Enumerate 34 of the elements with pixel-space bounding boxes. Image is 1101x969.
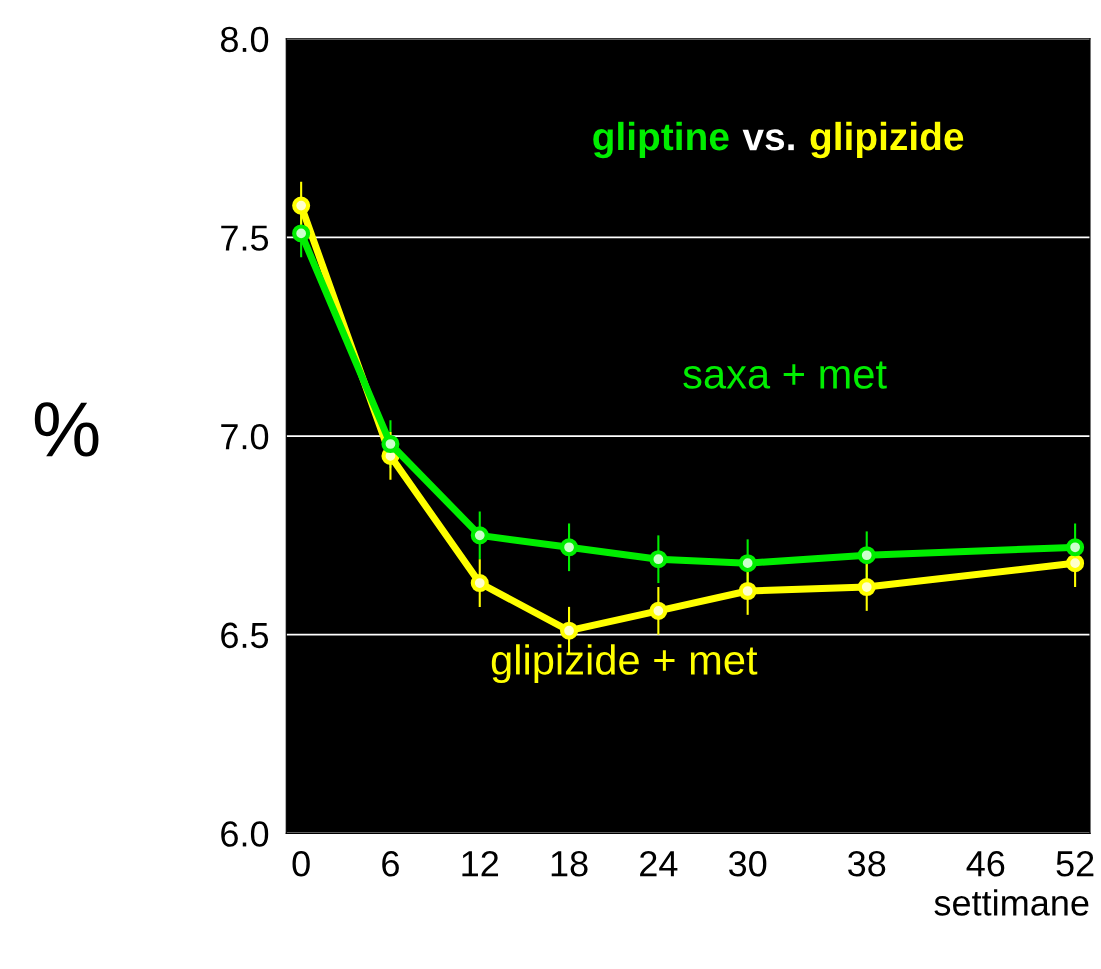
point	[292, 224, 311, 243]
x-tick-label: 52	[1056, 850, 1094, 877]
point	[470, 526, 489, 545]
x-axis-title: settimane	[934, 889, 1089, 916]
series-label: glipizide + met	[491, 644, 758, 684]
text: gliptine vs. glipizide	[593, 121, 964, 159]
y-tick-label: 6.0	[221, 821, 269, 847]
point	[738, 581, 757, 601]
point	[381, 434, 400, 454]
y-axis-title: %	[34, 402, 99, 457]
point	[738, 554, 757, 573]
x-tick-label: 38	[848, 850, 886, 877]
x-tick-label: 0	[292, 850, 310, 877]
x-tick-label: 18	[551, 850, 588, 877]
point	[649, 601, 668, 620]
y-tick-label: 6.5	[221, 622, 269, 649]
point	[470, 574, 489, 593]
y-tick-label: 7.5	[221, 225, 269, 251]
x-tick-label: 24	[640, 850, 678, 877]
x-tick-label: 30	[728, 850, 767, 877]
x-tick-label: 12	[462, 850, 499, 877]
point	[560, 538, 579, 557]
y-tick-label: 8.0	[220, 26, 269, 53]
point	[857, 577, 876, 597]
point	[857, 546, 876, 565]
point	[1066, 538, 1085, 557]
y-tick-label: 7.0	[221, 423, 269, 450]
point	[292, 196, 311, 215]
x-tick-label: 6	[382, 850, 399, 877]
point	[560, 621, 579, 640]
point	[1066, 554, 1085, 573]
x-tick-label: 46	[966, 850, 1005, 877]
text: saxa + met	[683, 361, 887, 389]
point	[649, 550, 668, 569]
